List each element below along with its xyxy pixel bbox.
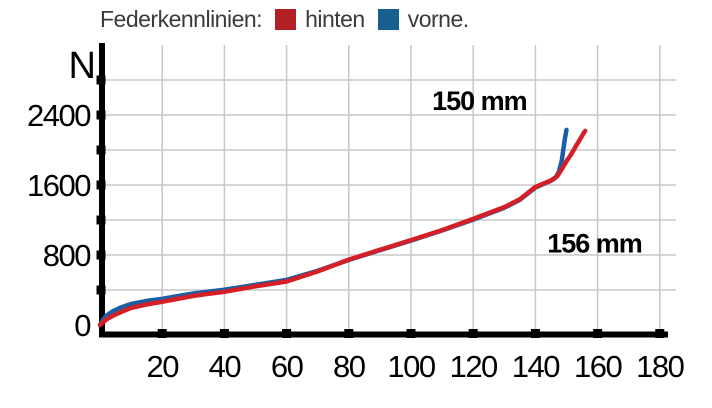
- y-axis-unit-label: N: [69, 45, 96, 87]
- y-tick-label: 2400: [27, 98, 91, 133]
- x-tick-label: 120: [450, 349, 498, 384]
- legend-swatch-vorne-icon: [377, 9, 399, 30]
- x-tick-label: 20: [146, 349, 179, 384]
- gridlines: [102, 45, 676, 335]
- x-tick-label: 100: [387, 349, 435, 384]
- legend-title: Federkennlinien:: [100, 6, 263, 32]
- x-tick-label: 60: [271, 349, 304, 384]
- x-tick-label: 40: [209, 349, 242, 384]
- annotation-156-mm: 156 mm: [547, 228, 642, 258]
- legend-swatch-hinten-icon: [275, 9, 297, 30]
- x-tick-label: 160: [574, 349, 622, 384]
- legend-label-hinten: hinten: [305, 6, 365, 32]
- series-vorne: [97, 127, 569, 328]
- annotation-150-mm: 150 mm: [432, 86, 527, 116]
- y-tick-label: 0: [74, 308, 91, 343]
- x-tick-labels: 20 40 60 80 100 120 140 160 180: [146, 349, 686, 384]
- x-tick-label: 140: [512, 349, 560, 384]
- x-tick-label: 180: [636, 349, 684, 384]
- chart-legend: Federkennlinien: hinten vorne.: [100, 6, 469, 33]
- series-hinten: [97, 128, 588, 328]
- tick-marks: [96, 75, 665, 338]
- y-tick-labels: 0 800 1600 2400: [27, 98, 93, 343]
- x-tick-label: 80: [333, 349, 366, 384]
- legend-label-vorne: vorne.: [407, 6, 469, 32]
- y-tick-label: 800: [43, 238, 91, 273]
- y-tick-label: 1600: [27, 168, 91, 203]
